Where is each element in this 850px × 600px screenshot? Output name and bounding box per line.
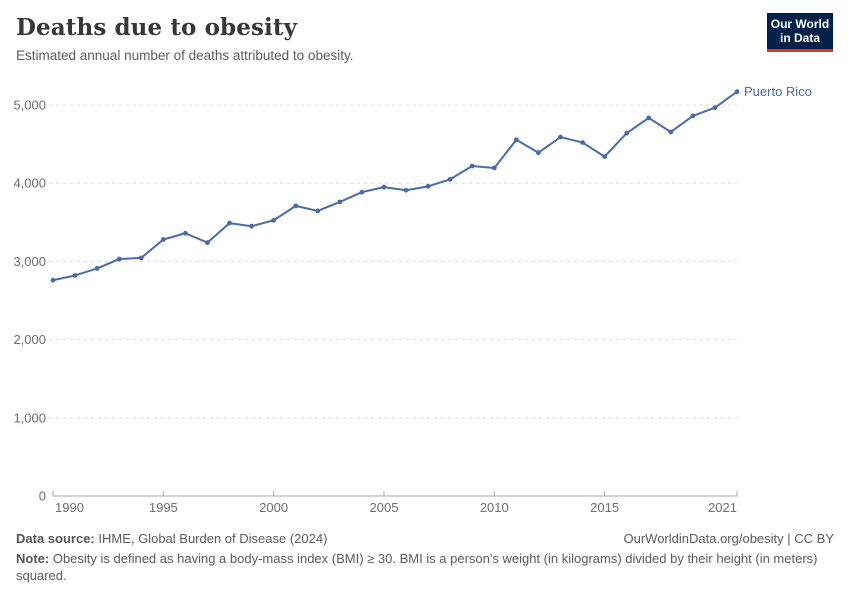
x-tick-label: 2015: [590, 500, 619, 515]
y-tick-label: 3,000: [13, 254, 46, 269]
y-tick-label: 2,000: [13, 332, 46, 347]
data-point[interactable]: [337, 199, 343, 205]
data-point[interactable]: [469, 163, 475, 169]
data-point[interactable]: [138, 255, 144, 261]
chart-footer: Data source: IHME, Global Burden of Dise…: [16, 530, 834, 585]
y-tick-label: 1,000: [13, 410, 46, 425]
data-point[interactable]: [580, 140, 585, 145]
data-point[interactable]: [116, 256, 122, 262]
owid-logo[interactable]: Our World in Data: [767, 13, 833, 52]
x-tick-label: 2000: [259, 500, 288, 515]
data-point[interactable]: [271, 217, 277, 223]
data-point[interactable]: [624, 130, 630, 136]
owid-logo-line1: Our World: [770, 17, 830, 31]
chart-header: Deaths due to obesity Estimated annual n…: [16, 14, 750, 63]
data-point[interactable]: [381, 184, 387, 190]
x-tick-label: 2005: [370, 500, 399, 515]
data-point[interactable]: [425, 183, 431, 189]
data-point[interactable]: [72, 273, 78, 278]
data-point[interactable]: [734, 89, 740, 95]
data-point[interactable]: [315, 208, 321, 214]
data-source-value: IHME, Global Burden of Disease (2024): [94, 531, 328, 546]
x-tick-label: 1995: [149, 500, 178, 515]
chart-title: Deaths due to obesity: [16, 14, 298, 41]
data-point[interactable]: [249, 223, 254, 229]
data-point[interactable]: [160, 237, 166, 242]
footer-note: Note: Obesity is defined as having a bod…: [16, 550, 834, 585]
data-point[interactable]: [359, 189, 365, 195]
y-tick-label: 5,000: [13, 98, 46, 113]
series-label-puerto-rico[interactable]: Puerto Rico: [744, 84, 812, 99]
y-tick-label: 0: [39, 489, 46, 504]
chart-subtitle: Estimated annual number of deaths attrib…: [16, 48, 354, 63]
y-tick-label: 4,000: [13, 176, 46, 191]
data-source-text: Data source: IHME, Global Burden of Dise…: [16, 530, 327, 548]
data-point[interactable]: [513, 137, 519, 143]
data-point[interactable]: [447, 176, 453, 182]
data-point[interactable]: [50, 277, 56, 283]
data-point[interactable]: [668, 129, 674, 135]
line-chart-canvas: 0 1,000 2,000 3,000 4,000 5,000 1990 1995 2000 20…: [13, 84, 812, 515]
x-tick-label: 1990: [55, 500, 84, 515]
data-point[interactable]: [690, 113, 696, 119]
data-point[interactable]: [558, 134, 563, 140]
data-point[interactable]: [491, 165, 497, 171]
note-value: Obesity is defined as having a body-mass…: [16, 550, 818, 584]
footer-source-row: Data source: IHME, Global Burden of Dise…: [16, 530, 834, 548]
data-point[interactable]: [227, 220, 232, 226]
data-point[interactable]: [536, 150, 541, 156]
data-point[interactable]: [646, 115, 652, 121]
data-point[interactable]: [182, 230, 188, 236]
note-label: Note:: [16, 550, 50, 566]
data-point[interactable]: [94, 266, 100, 271]
data-source-label: Data source:: [16, 531, 95, 546]
data-point[interactable]: [403, 187, 409, 193]
data-point[interactable]: [205, 240, 210, 246]
data-point[interactable]: [602, 154, 608, 160]
license-text[interactable]: OurWorldinData.org/obesity | CC BY: [623, 531, 835, 546]
series-line-puerto-rico[interactable]: [52, 90, 738, 282]
data-point[interactable]: [293, 203, 299, 209]
data-point[interactable]: [712, 105, 718, 111]
x-tick-label: 2021: [708, 500, 737, 515]
x-tick-label: 2010: [480, 500, 509, 515]
owid-logo-line2: in Data: [779, 31, 820, 46]
